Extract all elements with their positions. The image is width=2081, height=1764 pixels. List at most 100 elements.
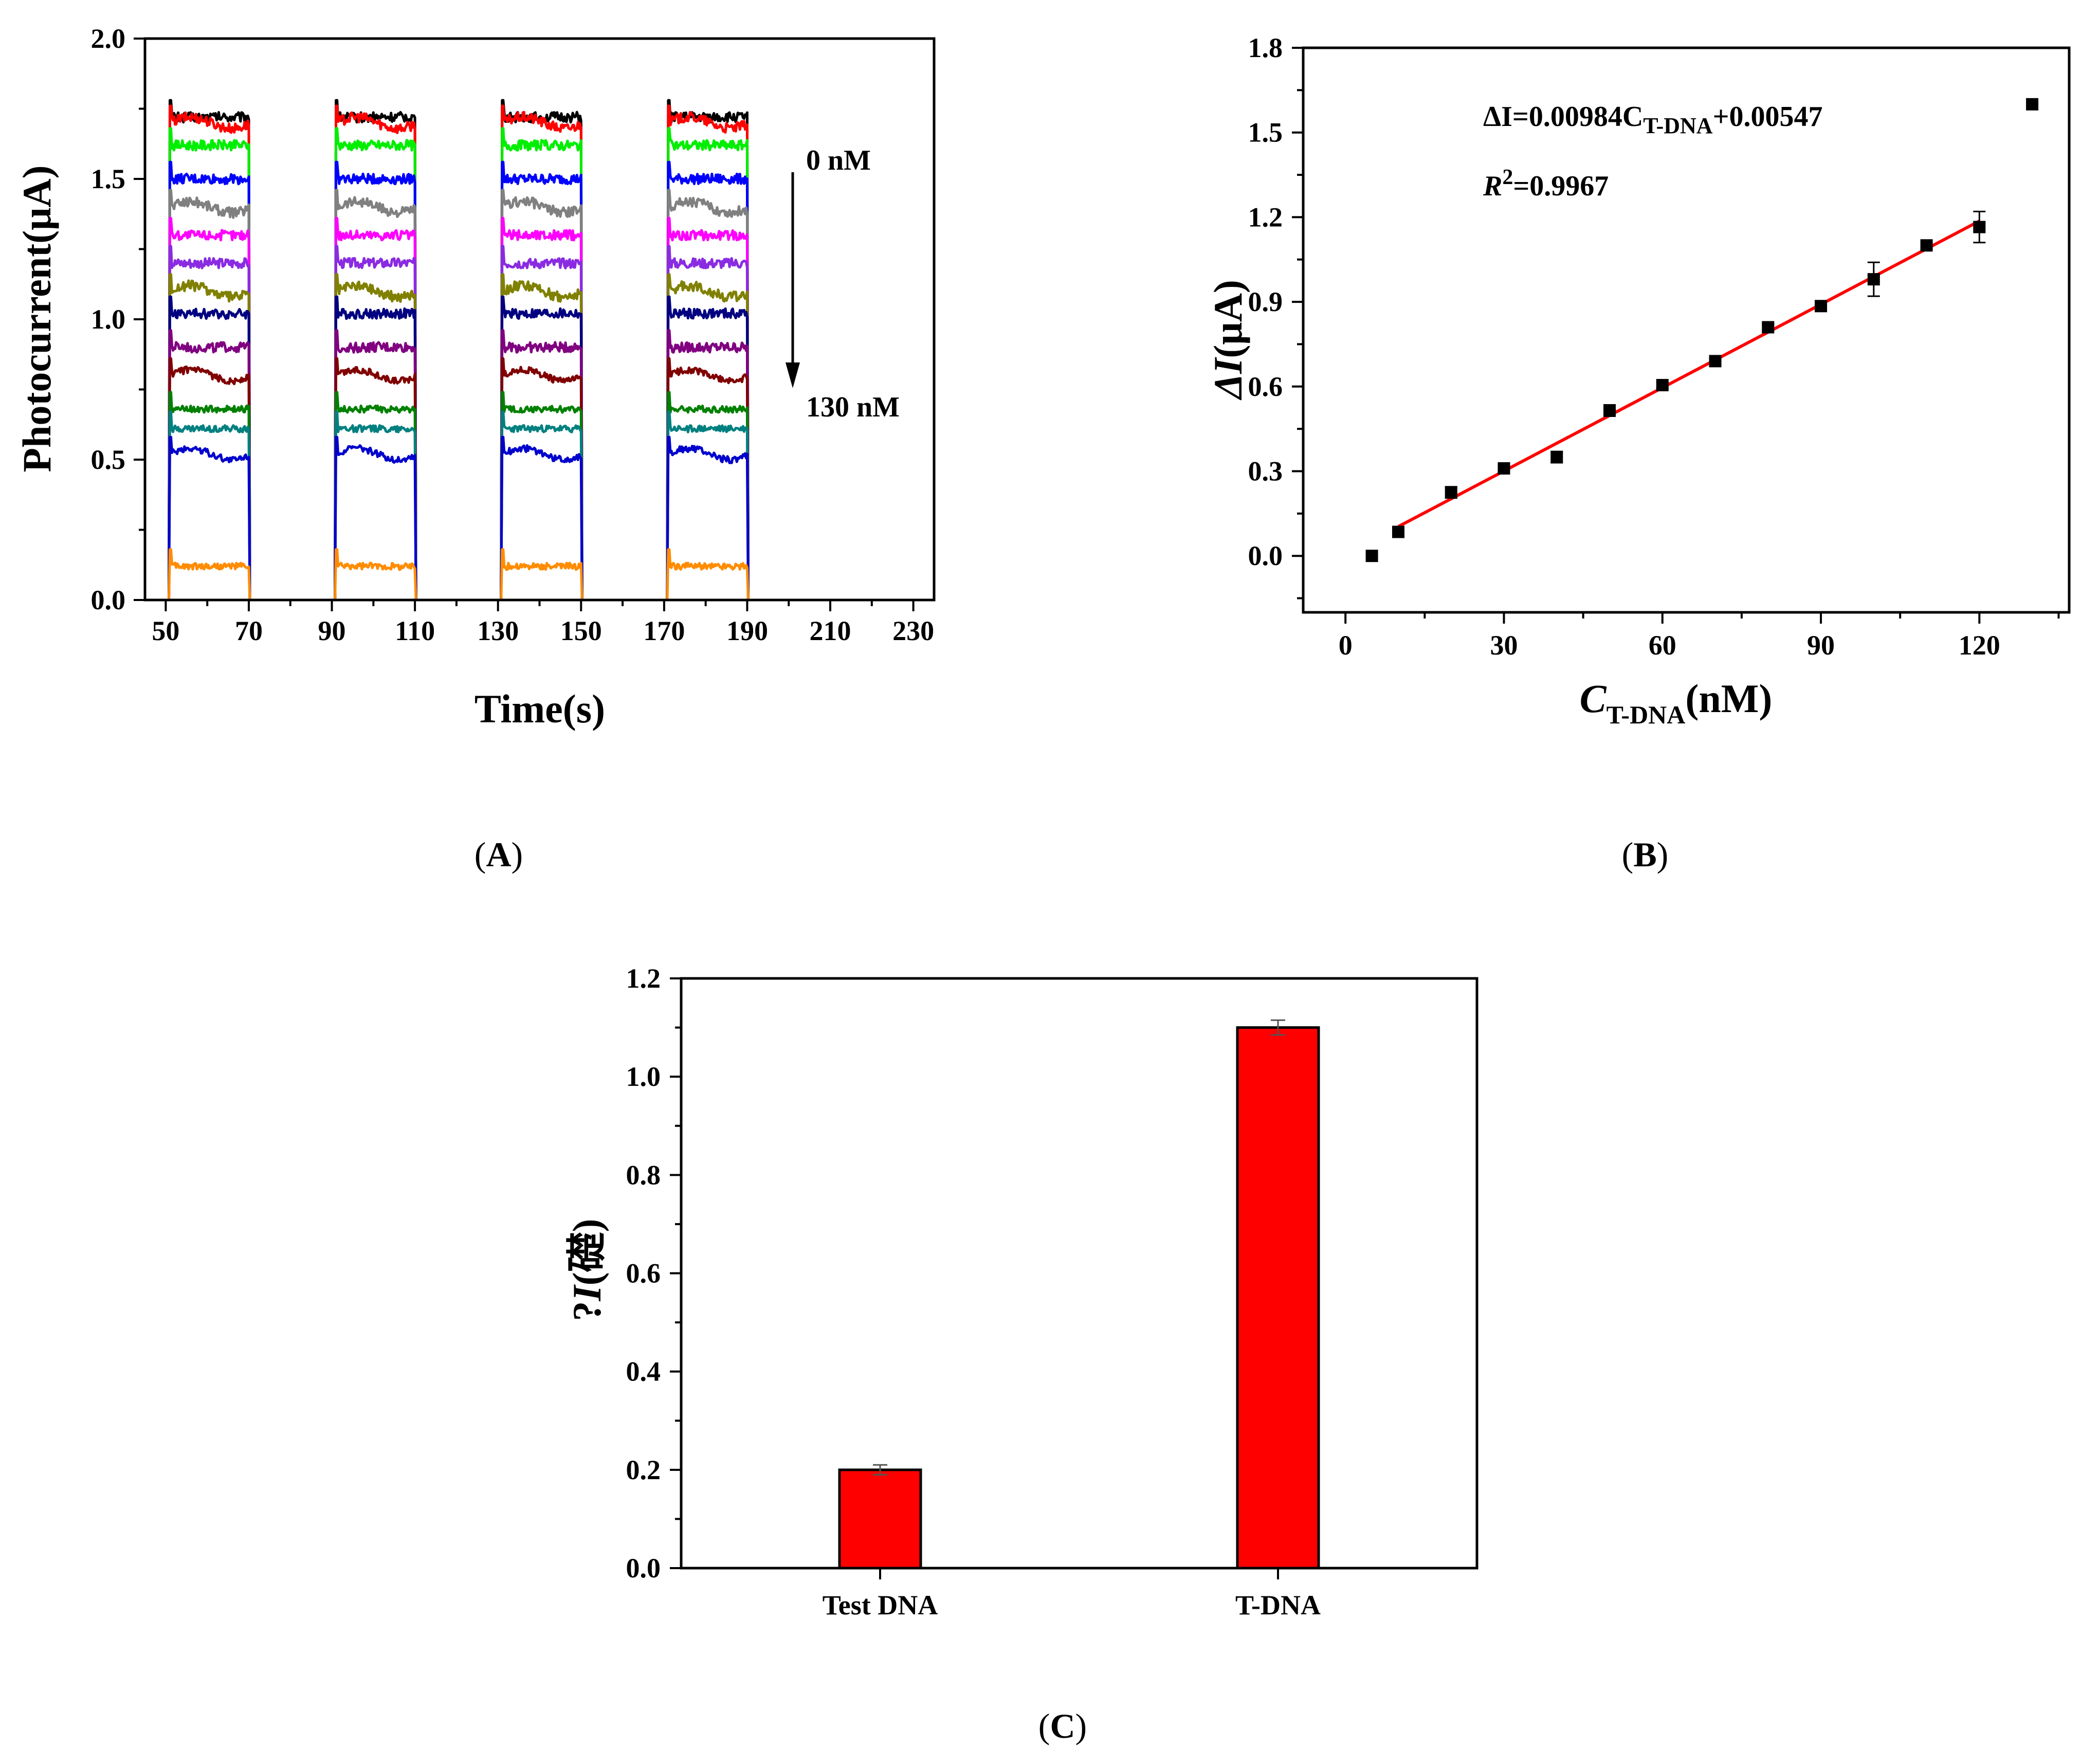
fit-equation-subscript: T-DNA: [1643, 113, 1713, 138]
panel-a-label-letter: A: [486, 835, 511, 874]
panel-c-y-tick-label: 0.2: [626, 1454, 661, 1485]
panel-c-ylabel-i: I: [564, 1284, 609, 1302]
panel-b-label-open: (: [1622, 835, 1634, 874]
panel-c-y-tick-label: 0.4: [626, 1356, 661, 1387]
panel-b-label: (B): [1622, 835, 1669, 874]
panel-b-fit-group: [1397, 220, 1980, 528]
fit-equation: ΔI=0.00984CT-DNA+0.00547: [1483, 101, 1822, 138]
data-point: [1445, 486, 1457, 499]
panel-b-y-tick-label: 0.3: [1248, 456, 1283, 487]
panel-b-y-tick-label: 1.5: [1248, 117, 1283, 148]
data-point: [1973, 221, 1986, 233]
panel-c-label-letter: C: [1050, 1706, 1075, 1745]
panel-b-ylabel-unit: (μA): [1206, 280, 1250, 358]
bar: [838, 1468, 922, 1570]
panel-b-y-tick-label: 1.2: [1248, 202, 1283, 232]
arrow-top-label: 0 nM: [806, 144, 871, 176]
panel-a-x-tick-label: 230: [892, 615, 934, 646]
panel-c-label-open: (: [1038, 1706, 1050, 1745]
panel-a-x-tick-label: 130: [477, 615, 519, 646]
panel-c-ylabel-symbol: ?: [564, 1301, 609, 1321]
panel-a-y-tick-label: 1.0: [91, 304, 126, 335]
panel-b-xlabel-subscript: T-DNA: [1607, 700, 1686, 729]
panel-b-ticks: 0 30 60 90 120 0.0 0.3 0.6 0.9 1.2 1.5 1.8: [1248, 32, 2060, 661]
data-point: [1762, 321, 1775, 334]
fit-equation-intercept: +0.00547: [1713, 101, 1823, 133]
panel-b-xlabel-unit: (nM): [1685, 676, 1772, 721]
panel-b-xlabel: CT-DNA(nM): [1580, 676, 1773, 729]
linear-fit-line: [1397, 220, 1980, 528]
panel-c-x-tick-label: Test DNA: [823, 1590, 938, 1621]
panel-b-points-group: [1365, 98, 2039, 562]
data-point: [1603, 404, 1616, 417]
data-point: [1815, 300, 1828, 313]
panel-b-ylabel-main: ΔI: [1206, 357, 1250, 401]
panel-a-y-tick-label: 0.5: [91, 444, 126, 475]
panel-b: 0 30 60 90 120 0.0 0.3 0.6 0.9 1.2 1.5 1.8 ΔI=0.009…: [1206, 32, 2071, 874]
panel-a-label-close: ): [512, 835, 523, 874]
fit-equation-main: ΔI=0.00984C: [1483, 101, 1643, 133]
photocurrent-series-line: [157, 189, 793, 602]
panel-c-y-tick-label: 0.6: [626, 1258, 661, 1289]
panel-b-x-tick-label: 0: [1339, 630, 1353, 661]
panel-b-xlabel-main: C: [1580, 676, 1607, 721]
panel-a-series-group: [157, 99, 793, 602]
data-point: [1365, 550, 1378, 562]
panel-a-label: (A): [474, 835, 523, 874]
panel-b-y-tick-label: 0.9: [1248, 286, 1283, 317]
panel-b-y-tick-label: 0.6: [1248, 371, 1283, 402]
panel-a-x-tick-label: 110: [395, 615, 435, 646]
photocurrent-series-line: [157, 435, 793, 602]
panel-b-x-tick-label: 60: [1649, 630, 1676, 661]
photocurrent-series-line: [157, 391, 793, 602]
photocurrent-series-line: [157, 410, 793, 602]
data-point: [1392, 525, 1404, 538]
photocurrent-series-line: [157, 245, 793, 602]
panel-a-y-tick-label: 2.0: [91, 23, 126, 54]
data-point: [1920, 239, 1933, 252]
panel-a-x-tick-label: 210: [810, 615, 851, 646]
photocurrent-series-line: [157, 548, 793, 602]
r-squared-label: R2=0.9967: [1483, 166, 1609, 202]
panel-a-y-tick-label: 1.5: [91, 163, 126, 194]
panel-c-label-close: ): [1075, 1706, 1087, 1745]
panel-c-plot-frame: [680, 977, 1478, 1570]
data-point: [1709, 355, 1722, 368]
panel-a-y-tick-label: 0.0: [91, 585, 126, 615]
panel-a-ylabel: Photocurrent(μA): [14, 165, 59, 472]
panel-a-x-tick-label: 50: [152, 615, 179, 646]
data-point: [1550, 451, 1563, 464]
data-point: [1498, 462, 1510, 475]
panel-b-x-tick-label: 120: [1959, 630, 2000, 661]
bar: [1236, 1026, 1320, 1570]
panel-b-plot-frame: [1302, 46, 2071, 614]
panel-b-y-tick-label: 1.8: [1248, 32, 1283, 63]
concentration-arrow-head: [786, 362, 800, 388]
panel-a-x-tick-label: 170: [643, 615, 685, 646]
panel-a-xlabel: Time(s): [474, 686, 605, 731]
panel-c-label: (C): [1038, 1706, 1087, 1745]
r-squared-value: =0.9967: [1513, 170, 1609, 202]
panel-a-x-tick-label: 150: [560, 615, 602, 646]
panel-c-y-tick-label: 0.8: [626, 1159, 661, 1190]
r-squared-r: R: [1483, 170, 1502, 202]
panel-c-ylabel: ?I(礎): [564, 1219, 609, 1321]
panel-b-x-tick-label: 90: [1807, 630, 1835, 661]
data-point: [2026, 98, 2039, 111]
panel-c-y-tick-label: 0.0: [626, 1553, 661, 1584]
panel-a-x-tick-label: 70: [235, 615, 263, 646]
panel-a: 50 70 90 110 130 150 170 190 210 230 0.0 0.5 1.0 1.5 2…: [14, 23, 936, 874]
panel-a-ticks: 50 70 90 110 130 150 170 190 210 230 0.0 0.5 1.0 1.5 2…: [91, 23, 935, 646]
panel-c-bars-group: [838, 1019, 1320, 1570]
panel-c-ylabel-unit: 礎: [564, 1232, 609, 1272]
arrow-bottom-label: 130 nM: [806, 391, 900, 423]
photocurrent-series-line: [157, 273, 793, 602]
panel-c-ylabel-close: ): [564, 1219, 609, 1232]
panel-c-ylabel-open: (: [564, 1272, 609, 1285]
data-point: [1656, 379, 1669, 392]
panel-b-label-letter: B: [1633, 835, 1656, 874]
panel-c-y-tick-label: 1.0: [626, 1061, 661, 1092]
panel-b-label-close: ): [1657, 835, 1669, 874]
